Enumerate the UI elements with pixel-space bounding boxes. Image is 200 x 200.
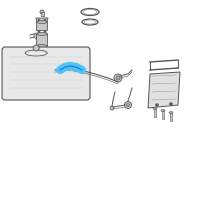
Circle shape [170,102,172,106]
Circle shape [44,19,46,21]
Circle shape [40,10,44,14]
Circle shape [114,74,122,82]
Circle shape [44,31,46,33]
Circle shape [33,45,39,51]
Ellipse shape [161,110,165,112]
Circle shape [156,104,158,106]
Polygon shape [36,18,48,22]
Circle shape [127,104,130,106]
Ellipse shape [37,45,47,47]
Ellipse shape [37,21,47,23]
FancyBboxPatch shape [36,33,48,46]
FancyBboxPatch shape [2,47,90,100]
Circle shape [116,76,120,80]
Bar [162,111,164,119]
Ellipse shape [37,32,47,36]
Polygon shape [34,33,37,40]
Circle shape [110,106,114,110]
Circle shape [38,19,40,21]
Bar [154,109,156,117]
Ellipse shape [153,108,157,110]
Bar [170,113,172,121]
Circle shape [38,31,40,33]
FancyBboxPatch shape [36,21,48,30]
Polygon shape [148,72,180,108]
Circle shape [40,47,44,50]
Ellipse shape [169,112,173,114]
Circle shape [124,102,132,108]
Bar [40,12,44,16]
